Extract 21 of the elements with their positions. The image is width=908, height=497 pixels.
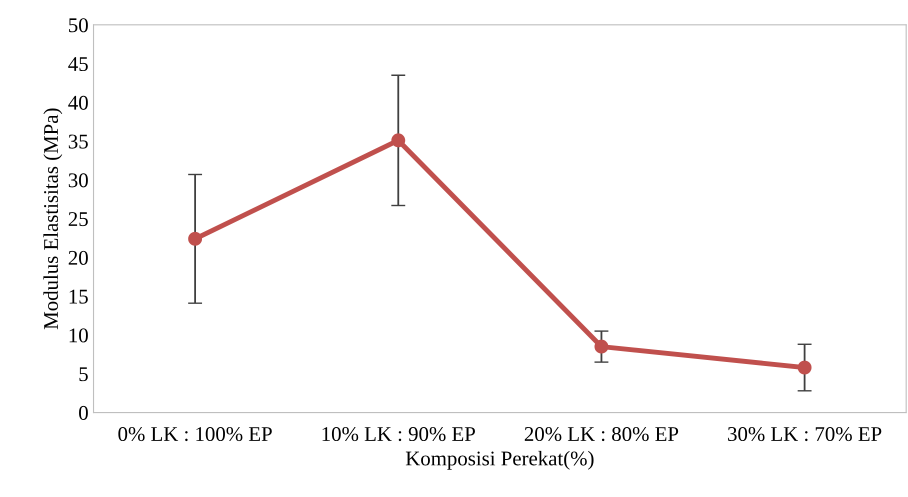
point (594, 340, 608, 354)
y-tick-label: 15 (70, 290, 88, 304)
y-tick-label: 30 (68, 173, 88, 188)
y-tick-label: 20 (68, 250, 88, 265)
point (391, 133, 406, 148)
point (188, 232, 202, 246)
y-tick-label: 50 (69, 18, 88, 32)
y-tick-label: 5 (79, 367, 88, 382)
x-tick-label: 20% LK : 80% EP (524, 427, 678, 442)
y-tick-label: 45 (68, 57, 88, 72)
y-tick-label: 40 (68, 96, 88, 110)
x-axis-title: Komposisi Perekat(%) (406, 450, 594, 470)
x-tick-label: 0% LK : 100% EP (118, 427, 272, 442)
y-tick-label: 10 (70, 328, 88, 342)
y-tick-label: 25 (68, 212, 88, 226)
y-tick-label: 35 (68, 134, 88, 149)
point (798, 360, 812, 374)
x-tick-label: 10% LK : 90% EP (322, 427, 475, 442)
x-tick-label: 30% LK : 70% EP (728, 427, 882, 442)
y-axis-title: Modulus Elastisitas (MPa) (43, 108, 62, 330)
y-tick-label: 0 (79, 406, 88, 420)
